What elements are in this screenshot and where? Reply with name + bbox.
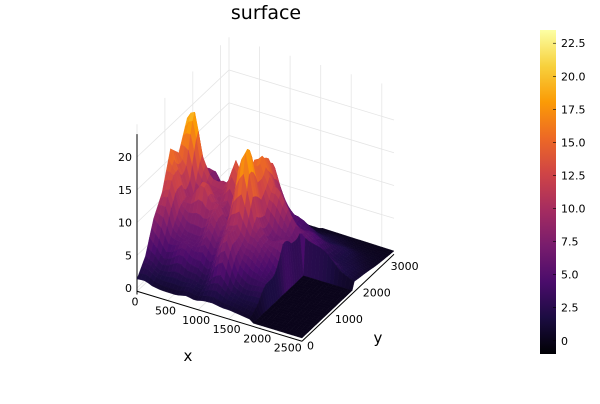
colorbar-tick-label-5: 12.5 bbox=[561, 169, 586, 182]
x-tick-label-2: 1000 bbox=[182, 314, 210, 327]
x-tick-label-3: 1500 bbox=[213, 323, 241, 336]
colorbar-tick-label-4: 10.0 bbox=[561, 203, 586, 216]
colorbar-tick-label-7: 17.5 bbox=[561, 103, 586, 116]
z-tick-label-1: 5 bbox=[125, 249, 132, 262]
y-axis-label: y bbox=[374, 329, 383, 347]
z-tick-label-4: 20 bbox=[118, 151, 132, 164]
colorbar-tick-label-6: 15.0 bbox=[561, 136, 586, 149]
colorbar-gradient bbox=[540, 30, 556, 354]
y-tick-label-2: 2000 bbox=[363, 287, 391, 300]
x-tick-label-0: 0 bbox=[132, 295, 139, 308]
y-tick-label-3: 3000 bbox=[391, 260, 419, 273]
colorbar-tick-label-2: 5.0 bbox=[561, 269, 579, 282]
y-tick-label-1: 1000 bbox=[335, 313, 363, 326]
y-tick-label-0: 0 bbox=[307, 339, 314, 352]
z-tick-label-2: 10 bbox=[118, 217, 132, 230]
colorbar: 0 2.5 5.0 7.5 10.0 12.5 15.0 17.5 20.0 22.5 bbox=[540, 30, 586, 354]
x-axis-label: x bbox=[184, 347, 193, 365]
colorbar-ticks: 0 2.5 5.0 7.5 10.0 12.5 15.0 17.5 20.0 22.5 bbox=[553, 37, 586, 348]
colorbar-tick-label-3: 7.5 bbox=[561, 236, 579, 249]
x-tick-label-5: 2500 bbox=[274, 342, 302, 355]
colorbar-tick-label-8: 20.0 bbox=[561, 70, 586, 83]
colorbar-tick-label-0: 0 bbox=[561, 335, 568, 348]
x-tick-label-1: 500 bbox=[155, 305, 176, 318]
z-tick-label-3: 15 bbox=[118, 184, 132, 197]
z-tick-label-0: 0 bbox=[125, 282, 132, 295]
x-tick-label-4: 2000 bbox=[243, 332, 271, 345]
colorbar-tick-label-1: 2.5 bbox=[561, 302, 579, 315]
chart-title: surface bbox=[231, 2, 301, 24]
colorbar-tick-label-9: 22.5 bbox=[561, 37, 586, 50]
